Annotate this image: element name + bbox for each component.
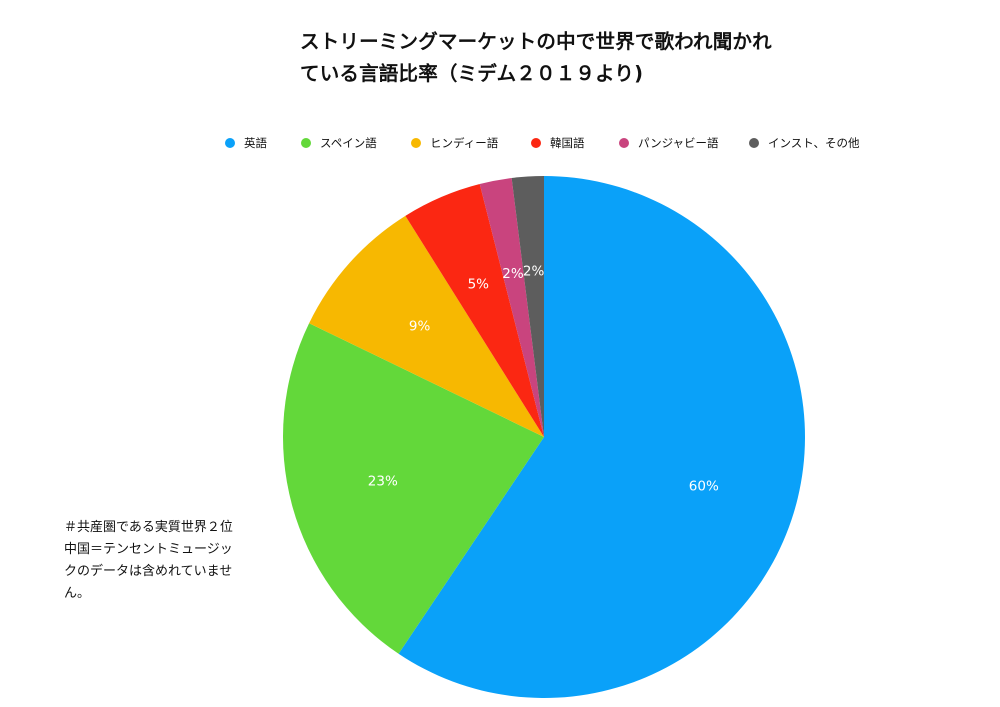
legend-label: 英語 (244, 136, 267, 150)
legend-swatch (619, 138, 629, 148)
legend-item: 英語 (225, 134, 267, 152)
legend-swatch (749, 138, 759, 148)
legend-item: パンジャビー語 (619, 134, 719, 152)
chart-title-line-1: ストリーミングマーケットの中で世界で歌われ聞かれ (300, 30, 772, 53)
legend-swatch (301, 138, 311, 148)
legend-item: 韓国語 (531, 134, 585, 152)
slice-value-label: 5% (468, 276, 490, 292)
pie-slice (405, 184, 544, 437)
pie-slice (511, 176, 544, 437)
footnote-line-1: ＃共産圏である実質世界２位 (64, 520, 233, 535)
slice-value-label: 60% (689, 479, 719, 495)
pie-slice (309, 215, 544, 437)
legend-swatch (411, 138, 421, 148)
footnote-line-2: 中国＝テンセントミュージッ (64, 542, 233, 557)
footnote-line-3: クのデータは含めれていませ (64, 564, 233, 579)
slice-value-label: 9% (409, 319, 431, 335)
footnote: ＃共産圏である実質世界２位 中国＝テンセントミュージッ クのデータは含めれていま… (64, 517, 234, 605)
slice-value-label: 23% (368, 474, 398, 490)
pie-slice (398, 176, 805, 698)
pie-slice (479, 178, 544, 437)
footnote-line-4: ん。 (64, 586, 91, 601)
legend-label: パンジャビー語 (638, 136, 719, 150)
legend-item: インスト、その他 (749, 134, 860, 152)
slice-value-label: 2% (523, 263, 545, 279)
chart-title: ストリーミングマーケットの中で世界で歌われ聞かれ ている言語比率（ミデム２０１９… (300, 26, 820, 90)
slice-value-label: 2% (502, 266, 524, 282)
legend-item: スペイン語 (301, 134, 377, 152)
legend-label: ヒンディー語 (430, 136, 499, 150)
legend-label: インスト、その他 (768, 136, 860, 150)
legend-item: ヒンディー語 (411, 134, 498, 152)
chart-title-line-2: ている言語比率（ミデム２０１９より) (300, 62, 644, 85)
legend-swatch (225, 138, 235, 148)
chart-legend: 英語 スペイン語 ヒンディー語 韓国語 パンジャビー語 インスト、その他 (0, 134, 1000, 154)
legend-label: 韓国語 (550, 136, 585, 150)
legend-label: スペイン語 (320, 136, 377, 150)
legend-swatch (531, 138, 541, 148)
pie-slice (282, 323, 544, 654)
